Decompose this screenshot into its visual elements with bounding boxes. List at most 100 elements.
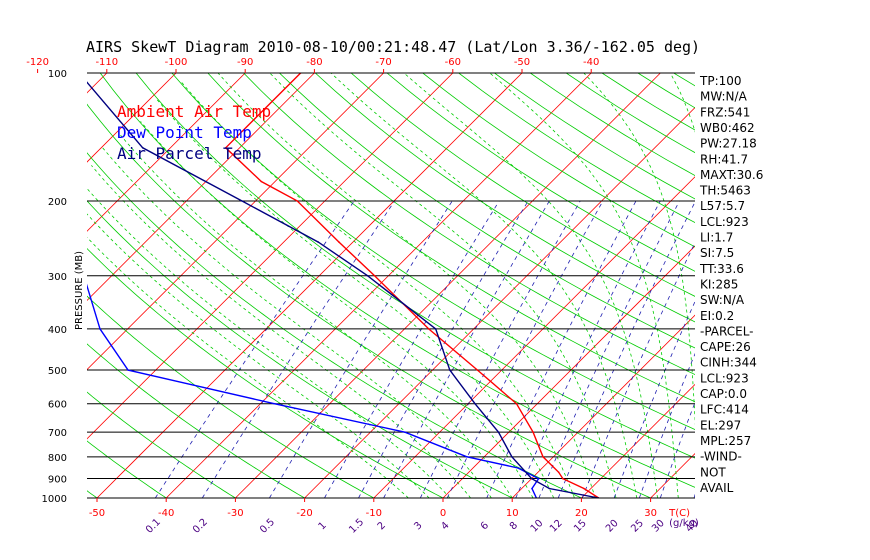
mixing-ratio-label: 6 <box>479 520 491 532</box>
profile-point <box>317 241 320 243</box>
mixing-ratio-label: 0.1 <box>144 517 163 536</box>
index-label: CAP:0.0 <box>700 387 747 401</box>
mixing-ratio-label: 8 <box>508 520 520 532</box>
top-temperature-label: -80 <box>306 57 322 68</box>
isotherm-line <box>87 73 315 301</box>
index-label: SI:7.5 <box>700 246 734 260</box>
top-temperature-label: -60 <box>445 57 461 68</box>
profile-point <box>273 402 276 405</box>
dry-adiabat-line <box>87 391 236 498</box>
isotherm-line <box>442 245 695 498</box>
profile-point <box>542 456 544 458</box>
bottom-temperature-label: -30 <box>227 508 243 519</box>
legend-entry: Ambient Air Temp <box>117 102 271 121</box>
isotherm-line <box>235 73 661 498</box>
top-temperature-label: -70 <box>375 57 391 68</box>
mixing-ratio-line <box>538 200 680 498</box>
legend-entry: Air Parcel Temp <box>117 144 262 163</box>
isotherm-line <box>0 73 38 498</box>
moist-adiabat-line <box>102 147 492 498</box>
profile-point <box>476 369 479 371</box>
bottom-temperature-label: 0 <box>440 508 446 519</box>
ambient-temperature-line <box>224 73 600 498</box>
profile-point <box>517 467 519 469</box>
isotherm-line <box>87 73 246 232</box>
mixing-ratio-label: 4 <box>439 520 451 532</box>
profile-point <box>366 275 369 277</box>
profile-point <box>531 487 533 490</box>
dry-adiabat-line <box>0 73 28 498</box>
moist-adiabat-line <box>91 165 471 498</box>
dry-adiabat-line <box>87 200 513 498</box>
profile-point <box>557 471 560 474</box>
dry-adiabat-line <box>315 73 695 323</box>
index-label: CAPE:26 <box>700 340 751 354</box>
index-label: LFC:414 <box>700 403 749 417</box>
profile-point <box>427 328 430 330</box>
top-temperature-label: -50 <box>514 57 530 68</box>
dry-adiabat-line <box>243 73 695 375</box>
mixing-ratio-line <box>446 200 604 498</box>
index-label: SW:N/A <box>700 293 745 307</box>
profile-point <box>530 477 533 480</box>
isotherm-lines <box>0 73 870 498</box>
y-axis-label: PRESSURE (MB) <box>74 251 85 330</box>
isotherm-line <box>789 73 870 498</box>
dry-adiabat-line <box>279 73 695 349</box>
mixing-ratio-line <box>515 200 661 498</box>
index-label: TT:33.6 <box>699 262 744 276</box>
mixing-ratio-line <box>324 200 500 498</box>
profile-point <box>373 275 376 277</box>
bottom-temperature-label: -40 <box>158 508 174 519</box>
dry-adiabat-line <box>207 73 695 403</box>
pressure-tick-label: 200 <box>48 197 67 208</box>
moist-adiabat-line <box>87 236 409 498</box>
profile-point <box>515 402 518 405</box>
index-label: NOT <box>700 465 726 479</box>
bottom-temperature-label: -50 <box>89 508 105 519</box>
pressure-tick-label: 400 <box>48 325 67 336</box>
mixing-ratio-label: 15 <box>572 518 589 535</box>
profile-point <box>338 241 340 243</box>
pressure-tick-label: 1000 <box>42 494 67 505</box>
bottom-temperature-label: -10 <box>366 508 382 519</box>
profile-point <box>99 328 101 330</box>
dry-adiabat-line <box>458 73 695 224</box>
profile-point <box>562 477 564 480</box>
isotherm-line <box>511 314 695 498</box>
profile-point <box>511 456 513 458</box>
mixing-ratio-label: 2 <box>376 520 388 532</box>
moist-adiabat-line <box>156 98 555 498</box>
pressure-tick-label: 900 <box>48 475 67 486</box>
profile-point <box>537 477 540 480</box>
profile-point <box>404 431 406 434</box>
index-label: -WIND- <box>700 450 742 464</box>
chart-title: AIRS SkewT Diagram 2010-08-10/00:21:48.4… <box>86 38 700 56</box>
index-label: MAXT:30.6 <box>700 168 763 182</box>
profile-point <box>260 180 263 183</box>
isotherm-line <box>373 176 695 498</box>
mixing-ratio-label: 20 <box>604 518 621 535</box>
profile-point <box>141 147 144 149</box>
dry-adiabat-line <box>87 295 374 498</box>
moist-adiabat-lines <box>87 73 695 498</box>
index-label: TP:100 <box>699 74 742 88</box>
profile-point <box>583 487 585 490</box>
bottom-temperature-label: 20 <box>575 508 588 519</box>
index-label: MPL:257 <box>700 434 751 448</box>
dry-adiabat-line <box>87 248 444 498</box>
top-temperature-label: -110 <box>95 57 118 68</box>
profile-point <box>85 72 87 74</box>
mixing-ratio-label: 1 <box>317 520 329 532</box>
index-label: RH:41.7 <box>700 152 748 166</box>
isotherm-line <box>87 73 384 371</box>
dry-adiabat-line <box>87 152 582 498</box>
dry-adiabat-line <box>386 73 695 272</box>
moist-adiabat-line <box>489 73 679 498</box>
isotherm-line <box>87 73 177 163</box>
dry-adiabat-line <box>422 73 695 248</box>
profile-point <box>548 487 551 490</box>
mixing-ratio-label: 10 <box>529 518 546 535</box>
